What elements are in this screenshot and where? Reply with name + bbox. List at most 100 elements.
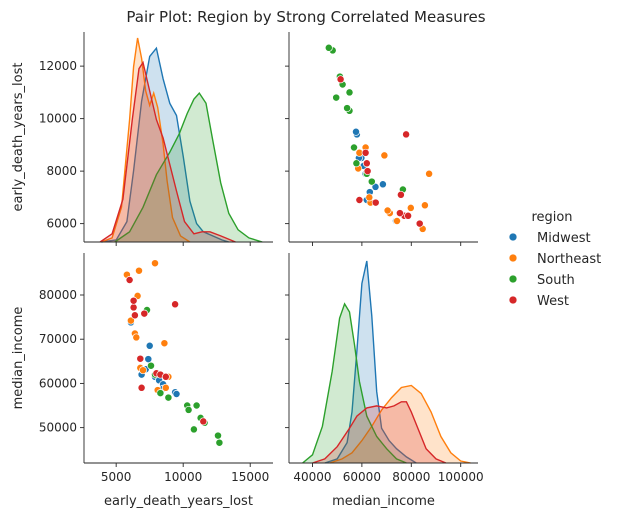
density-fill-northeast	[329, 385, 471, 463]
scatter-point-west	[336, 75, 345, 84]
density-fill-south	[114, 93, 263, 242]
scatter-point-south	[352, 159, 361, 168]
y-tick-label: 8000	[46, 164, 77, 178]
legend-marker-west	[508, 295, 518, 305]
scatter-point-midwest	[144, 355, 153, 364]
scatter-point-northeast	[135, 266, 143, 275]
scatter-point-west	[136, 354, 145, 363]
panels: 5000 10000 15000 40000 60000 80000 100000 6000 8…	[11, 32, 484, 509]
scatter-point-south	[192, 401, 201, 410]
scatter-point-west	[161, 372, 170, 381]
scatter-point-west	[130, 311, 139, 320]
density-fill-west	[312, 401, 446, 463]
y-tick-label: 50000	[39, 421, 77, 435]
scatter-point-west	[171, 300, 180, 309]
scatter-point-west	[129, 296, 138, 305]
scatter-point-northeast	[132, 333, 141, 342]
scatter-point-midwest	[378, 180, 387, 189]
scatter-point-midwest	[371, 182, 380, 191]
x-axis-label: early_death_years_lost	[104, 494, 253, 509]
scatter-point-northeast	[161, 383, 170, 392]
legend-label-west: West	[537, 294, 569, 309]
scatter-point-northeast	[425, 169, 434, 178]
scatter-point-south	[343, 104, 352, 113]
scatter-point-northeast	[393, 217, 401, 225]
y-tick-label: 12000	[39, 59, 77, 73]
scatter-point-northeast	[139, 366, 147, 375]
y-axis-label: median_income	[11, 307, 26, 410]
scatter-point-west	[396, 190, 405, 199]
density-line-midwest	[101, 46, 230, 243]
x-tick-label: 60000	[343, 470, 381, 484]
legend: region Midwest Northeast South West	[508, 210, 601, 309]
legend-title: region	[531, 210, 572, 225]
x-tick-label: 10000	[164, 470, 202, 484]
legend-label-south: South	[537, 273, 575, 288]
scatter-point-northeast	[160, 339, 169, 348]
scatter-point-west	[137, 383, 146, 392]
y-axis-label: early_death_years_lost	[11, 63, 26, 212]
x-tick-label: 40000	[293, 470, 331, 484]
x-tick-label: 15000	[231, 470, 269, 484]
chart-title: Pair Plot: Region by Strong Correlated M…	[126, 8, 485, 26]
scatter-point-west	[415, 219, 424, 228]
scatter-point-west	[362, 159, 371, 168]
scatter-point-midwest	[352, 127, 360, 136]
scatter-point-west	[371, 198, 380, 207]
scatter-point-south	[215, 438, 224, 447]
scatter-point-south	[184, 405, 193, 414]
density-line-midwest	[324, 260, 417, 464]
x-tick-label: 5000	[101, 470, 132, 484]
scatter-point-south	[350, 143, 358, 152]
scatter-point-west	[129, 303, 138, 312]
legend-marker-northeast	[508, 253, 518, 263]
scatter-point-west	[140, 309, 149, 318]
y-tick-label: 60000	[39, 376, 77, 390]
x-tick-label: 80000	[392, 470, 430, 484]
y-tick-label: 10000	[39, 112, 77, 126]
scatter-point-northeast	[383, 206, 392, 215]
density-line-west	[312, 401, 447, 464]
scatter-point-west	[355, 196, 364, 204]
legend-marker-south	[508, 274, 518, 284]
scatter-point-midwest	[145, 341, 154, 350]
scatter-point-west	[199, 417, 208, 426]
scatter-point-south	[345, 88, 354, 97]
scatter-point-south	[156, 389, 165, 398]
density-line-northeast	[329, 384, 471, 464]
legend-marker-midwest	[508, 232, 518, 242]
y-tick-label: 6000	[46, 217, 77, 231]
scatter-point-south	[214, 431, 222, 440]
scatter-point-northeast	[380, 151, 389, 160]
scatter-point-west	[395, 209, 404, 218]
scatter-point-west	[125, 276, 134, 284]
scatter-point-northeast	[365, 193, 374, 202]
y-tick-label: 80000	[39, 288, 77, 302]
scatter-point-west	[402, 130, 411, 139]
scatter-point-midwest	[172, 390, 181, 398]
scatter-point-northeast	[151, 259, 159, 268]
legend-label-northeast: Northeast	[537, 252, 601, 267]
density-line-south	[302, 302, 407, 464]
scatter-point-south	[189, 425, 198, 434]
scatter-point-west	[363, 167, 372, 176]
density-line-south	[114, 91, 263, 243]
density-fill-south	[302, 303, 407, 463]
y-tick-label: 70000	[39, 332, 77, 346]
legend-label-midwest: Midwest	[537, 231, 591, 246]
scatter-point-northeast	[420, 201, 429, 210]
x-tick-label: 100000	[438, 470, 484, 484]
scatter-point-south	[147, 361, 155, 370]
scatter-point-northeast	[126, 316, 135, 325]
scatter-point-south	[332, 93, 341, 102]
scatter-point-south	[324, 43, 333, 52]
scatter-point-south	[164, 393, 173, 402]
density-line-west	[99, 60, 236, 243]
scatter-point-west	[361, 148, 370, 157]
density-fill-midwest	[324, 261, 417, 463]
density-line-northeast	[101, 37, 191, 243]
scatter-point-south	[367, 177, 376, 186]
scatter-point-northeast	[406, 203, 415, 212]
x-axis-label: median_income	[332, 494, 435, 509]
